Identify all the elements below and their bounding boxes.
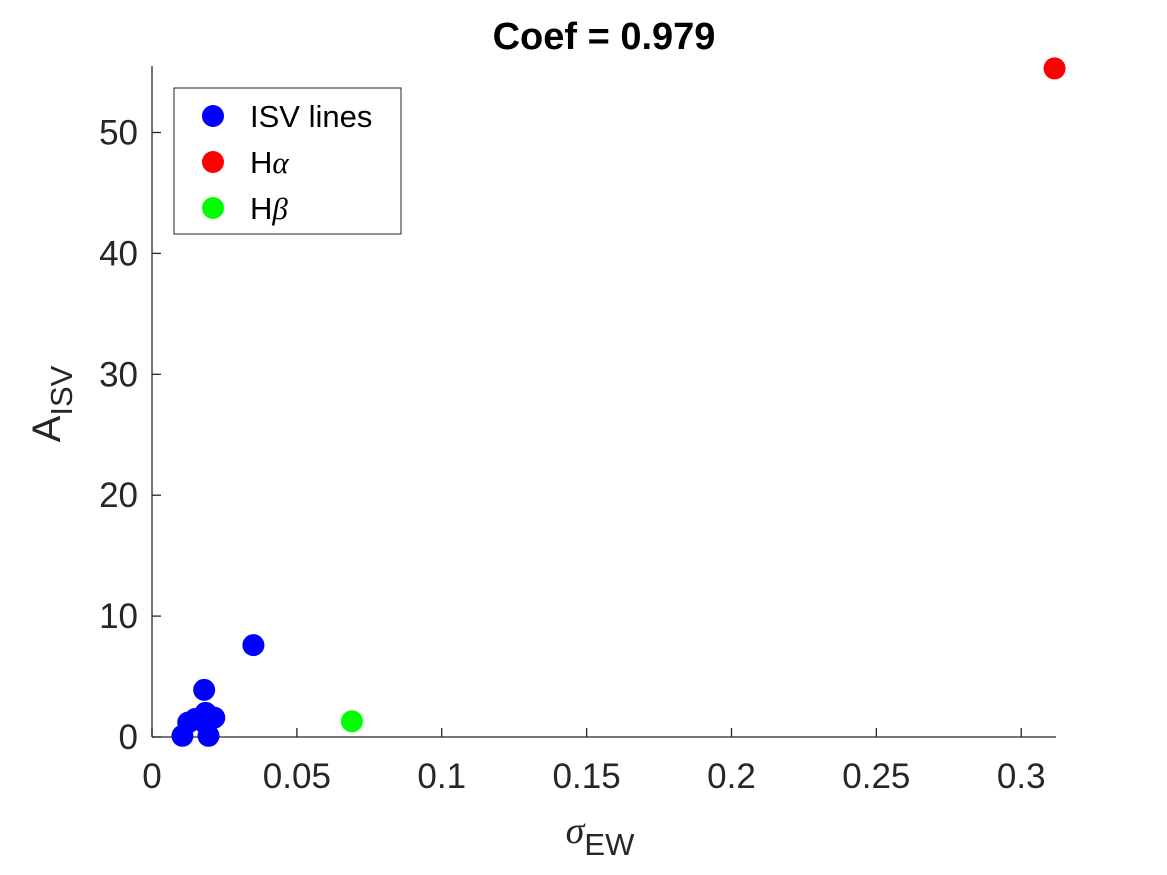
y-tick-label: 0 (119, 718, 138, 757)
y-tick-label: 20 (99, 476, 138, 515)
data-point-series-0 (203, 706, 226, 729)
x-axis-label-sub: EW (584, 827, 635, 862)
x-tick-label: 0.3 (997, 757, 1046, 796)
y-tick-label: 40 (99, 234, 138, 273)
y-axis-label-main: A (25, 415, 69, 442)
legend-label-h-alpha: Hα (250, 145, 289, 180)
legend: ISV lines Hα Hβ (173, 87, 402, 235)
legend-marker-h-alpha (202, 151, 224, 173)
legend-label-h-beta: Hβ (250, 191, 288, 226)
data-point-series-0 (242, 634, 265, 657)
data-point-series-0 (197, 724, 220, 747)
data-point-series-0 (193, 678, 216, 701)
y-tick-label: 50 (99, 113, 138, 152)
y-tick-label: 30 (99, 355, 138, 394)
x-tick-label: 0.15 (553, 757, 621, 796)
y-axis-label: AISV (25, 365, 79, 442)
legend-marker-h-beta (202, 197, 224, 219)
x-tick-label: 0.2 (707, 757, 756, 796)
legend-label-isv: ISV lines (250, 99, 372, 134)
y-tick-label: 10 (99, 597, 138, 636)
x-tick-label: 0.25 (842, 757, 910, 796)
plot-area: 0 0.05 0.1 0.15 0.2 0.25 0.3 0 10 20 30 40 50 (99, 57, 1066, 796)
chart-title: Coef = 0.979 (493, 16, 716, 58)
x-axis-label: σEW (566, 810, 635, 862)
legend-item-h-beta: Hβ (202, 191, 288, 226)
legend-item-h-alpha: Hα (202, 145, 289, 180)
x-tick-label: 0.05 (263, 757, 331, 796)
axis-ticks: 0 0.05 0.1 0.15 0.2 0.25 0.3 0 10 20 30 40 50 (99, 113, 1045, 796)
y-axis-label-sub: ISV (44, 365, 79, 415)
data-point-series-2 (340, 710, 363, 733)
x-tick-label: 0.1 (417, 757, 466, 796)
data-points (171, 57, 1066, 747)
data-point-series-1 (1043, 57, 1066, 80)
x-tick-label: 0 (142, 757, 161, 796)
x-axis-label-main: σ (566, 810, 586, 852)
legend-marker-isv (202, 105, 224, 127)
legend-item-isv-lines: ISV lines (202, 99, 372, 134)
